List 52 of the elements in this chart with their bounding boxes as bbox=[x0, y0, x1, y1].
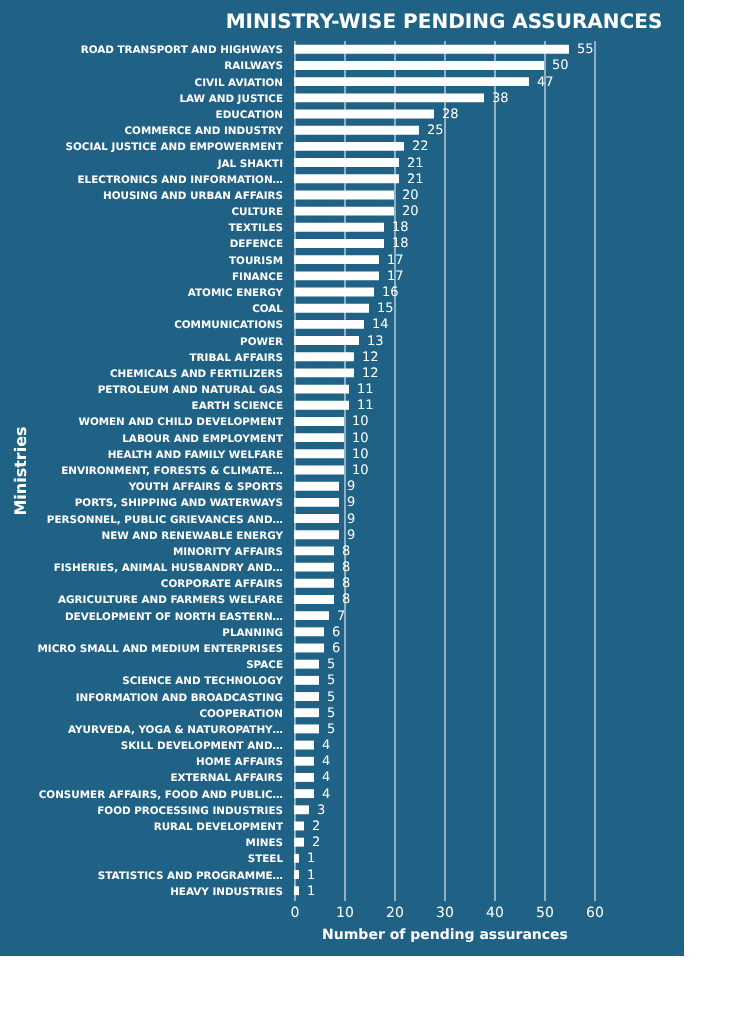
bar bbox=[294, 287, 374, 297]
bar bbox=[294, 449, 344, 459]
bar bbox=[294, 158, 399, 168]
bar bbox=[294, 417, 344, 426]
bar bbox=[294, 44, 569, 54]
bar bbox=[294, 319, 364, 329]
bar bbox=[294, 255, 379, 265]
bar bbox=[294, 675, 319, 685]
bar bbox=[294, 141, 404, 151]
bar bbox=[294, 546, 334, 556]
bar bbox=[294, 514, 339, 523]
chart-title: MINISTRY-WISE PENDING ASSURANCES bbox=[225, 12, 663, 34]
bar bbox=[294, 206, 394, 216]
bar bbox=[294, 595, 334, 604]
bar bbox=[294, 659, 319, 669]
bar bbox=[294, 481, 339, 491]
bar bbox=[294, 352, 354, 362]
bar bbox=[294, 109, 434, 119]
bar bbox=[294, 368, 354, 378]
bar bbox=[294, 93, 484, 103]
bar bbox=[294, 190, 394, 200]
bar bbox=[294, 125, 419, 135]
bar bbox=[294, 433, 344, 443]
bar bbox=[294, 627, 324, 637]
bar bbox=[294, 400, 349, 410]
bar bbox=[294, 530, 339, 540]
bar bbox=[294, 497, 339, 507]
bar bbox=[294, 578, 334, 588]
bar bbox=[294, 336, 359, 345]
bar bbox=[294, 772, 314, 782]
bar bbox=[294, 174, 399, 184]
bar bbox=[294, 611, 329, 621]
bar bbox=[294, 821, 304, 831]
bar bbox=[294, 303, 369, 313]
bar bbox=[294, 805, 309, 815]
bar bbox=[294, 837, 304, 847]
bar bbox=[294, 708, 319, 718]
bar bbox=[294, 61, 544, 70]
bar bbox=[294, 77, 529, 87]
bar bbox=[294, 643, 324, 653]
bar bbox=[294, 724, 319, 734]
bar bbox=[294, 384, 349, 394]
bar bbox=[294, 465, 344, 475]
y-axis-title: Ministries bbox=[11, 425, 30, 516]
bar bbox=[294, 271, 379, 281]
bar bbox=[294, 562, 334, 572]
bar bbox=[294, 692, 319, 701]
bar bbox=[294, 789, 314, 799]
bar bbox=[294, 239, 384, 248]
bar bbox=[294, 222, 384, 232]
bar bbox=[294, 740, 314, 750]
bar bbox=[294, 756, 314, 766]
